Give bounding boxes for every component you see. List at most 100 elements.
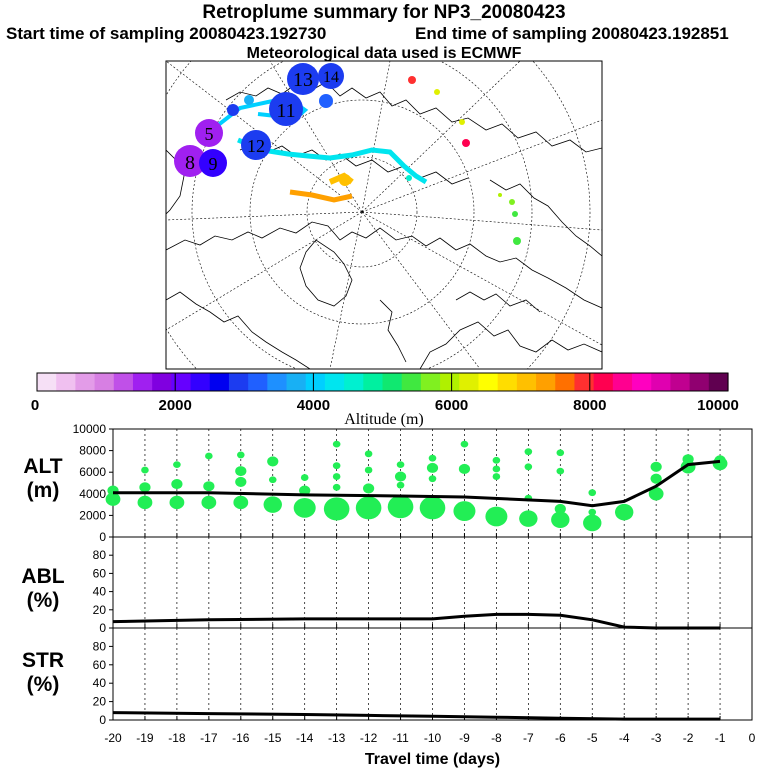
colorbar-tick-label: 6000 <box>435 397 468 414</box>
source-marker-green-4 <box>498 193 502 197</box>
colorbar-tick-label: 2000 <box>159 397 192 414</box>
panel-y-tick-label: 80 <box>93 639 107 653</box>
source-marker-green-1 <box>509 199 515 205</box>
x-tick-label: -15 <box>264 731 282 745</box>
colorbar-swatch <box>37 373 57 391</box>
abl-panel: 0 20 40 60 80 <box>93 536 753 635</box>
panel-y-tick-label: 40 <box>93 585 107 599</box>
x-tick-label: 0 <box>749 731 756 745</box>
source-marker-yellow-2 <box>459 119 465 125</box>
sampling-start: Start time of sampling 20080423.192730 <box>6 24 327 43</box>
centroid-marker-12 <box>241 130 271 160</box>
str-panel: 0 20 40 60 80 <box>93 627 753 727</box>
alt-plume-point <box>615 503 634 521</box>
centroid-marker-small-c <box>339 174 351 186</box>
alt-plume-point <box>332 483 341 491</box>
colorbar-swatch <box>132 373 153 391</box>
alt-plume-point <box>419 496 446 520</box>
panel-y-tick-label: 0 <box>99 713 106 727</box>
alt-plume-point <box>396 481 405 489</box>
alt-plume-point <box>524 463 533 471</box>
travel-time-axis: -20 -19 -18 -17 -16 -15 -14 -13 -12 -11 -10 -9 -8 -7-… <box>104 731 755 768</box>
centroid-marker-9 <box>199 149 227 177</box>
colorbar-label: Altitude (m) <box>344 411 424 428</box>
colorbar-tick-label: 10000 <box>697 397 739 414</box>
alt-plume-point <box>233 495 249 510</box>
colorbar-swatch <box>420 373 441 391</box>
colorbar-swatch <box>286 373 307 391</box>
alt-plume-point <box>428 454 437 462</box>
colorbar-swatch <box>516 373 537 391</box>
panel-y-tick-label: 0 <box>99 530 106 544</box>
colorbar-swatch <box>555 373 576 391</box>
panel-y-tick-label: 4000 <box>79 487 106 501</box>
alt-plume-point <box>492 473 501 480</box>
colorbar-swatch <box>94 373 115 391</box>
str-label-line1: STR <box>22 649 64 672</box>
alt-panel-label: ALT (m) <box>8 455 78 503</box>
colorbar-swatch <box>363 373 384 391</box>
alt-plume-point <box>355 496 382 520</box>
panel-y-tick-label: 10000 <box>73 422 107 436</box>
alt-plume-point <box>364 450 373 458</box>
colorbar-swatch <box>209 373 230 391</box>
sampling-end: End time of sampling 20080423.192851 <box>415 24 729 43</box>
colorbar-ticks: 0 2000 4000 6000 8000 10000 <box>31 373 739 414</box>
panel-y-tick-label: 20 <box>93 695 107 709</box>
panel-y-tick-label: 20 <box>93 603 107 617</box>
colorbar-swatch <box>228 373 249 391</box>
alt-plume-point <box>460 440 469 448</box>
x-tick-label: -8 <box>491 731 502 745</box>
alt-plume-point <box>171 479 183 490</box>
centroid-marker-5 <box>195 119 223 147</box>
plume-centroid-markers <box>174 63 521 245</box>
colorbar-swatch <box>344 373 364 391</box>
x-tick-label: -7 <box>523 731 534 745</box>
colorbar-swatch <box>190 373 211 391</box>
alt-plume-point <box>556 449 565 457</box>
str-panel-label: STR (%) <box>8 649 78 697</box>
alt-plume-point <box>235 466 247 477</box>
x-tick-label: -9 <box>459 731 470 745</box>
colorbar-tick-label: 4000 <box>297 397 330 414</box>
centroid-marker-14 <box>318 63 344 89</box>
abl-panel-label: ABL (%) <box>8 565 78 613</box>
alt-plume-point <box>300 474 309 482</box>
centroid-marker-11 <box>269 92 303 126</box>
panel-y-tick-label: 60 <box>93 566 107 580</box>
centroid-marker-15 <box>319 94 333 108</box>
colorbar-swatch <box>459 373 480 391</box>
colorbar-swatch <box>670 373 691 391</box>
alt-plume-point <box>332 440 341 448</box>
centroid-marker-small-b <box>244 95 254 105</box>
alt-plume-point <box>237 451 245 459</box>
colorbar-swatch <box>401 373 422 391</box>
alt-plume-point <box>588 489 597 497</box>
colorbar-swatch <box>689 373 710 391</box>
colorbar-swatch <box>536 373 556 391</box>
alt-plume-point <box>139 482 151 493</box>
map-label-14: 14 <box>323 69 339 86</box>
alt-plume-point <box>588 508 597 516</box>
alt-plume-point <box>492 465 501 473</box>
x-tick-label: -11 <box>392 731 409 745</box>
source-marker-yellow <box>434 89 440 95</box>
alt-plume-point <box>268 476 277 484</box>
alt-plume-point <box>169 495 185 510</box>
alt-plume-point <box>426 462 439 473</box>
alt-plume-point <box>203 481 215 492</box>
x-tick-label: -3 <box>651 731 662 745</box>
alt-plume-point <box>396 461 405 469</box>
alt-label-line2: (m) <box>26 479 60 502</box>
alt-plume-point <box>323 497 350 521</box>
source-marker-red-2 <box>462 139 470 147</box>
x-tick-label: -2 <box>683 731 694 745</box>
colorbar-swatch <box>267 373 288 391</box>
alt-plume-point <box>453 501 476 521</box>
x-tick-label: -14 <box>296 731 314 745</box>
alt-plume-point <box>332 473 341 480</box>
panel-y-tick-label: 6000 <box>79 465 106 479</box>
x-tick-label: -13 <box>328 731 346 745</box>
alt-plume-point <box>293 497 316 518</box>
colorbar-swatch <box>113 373 134 391</box>
